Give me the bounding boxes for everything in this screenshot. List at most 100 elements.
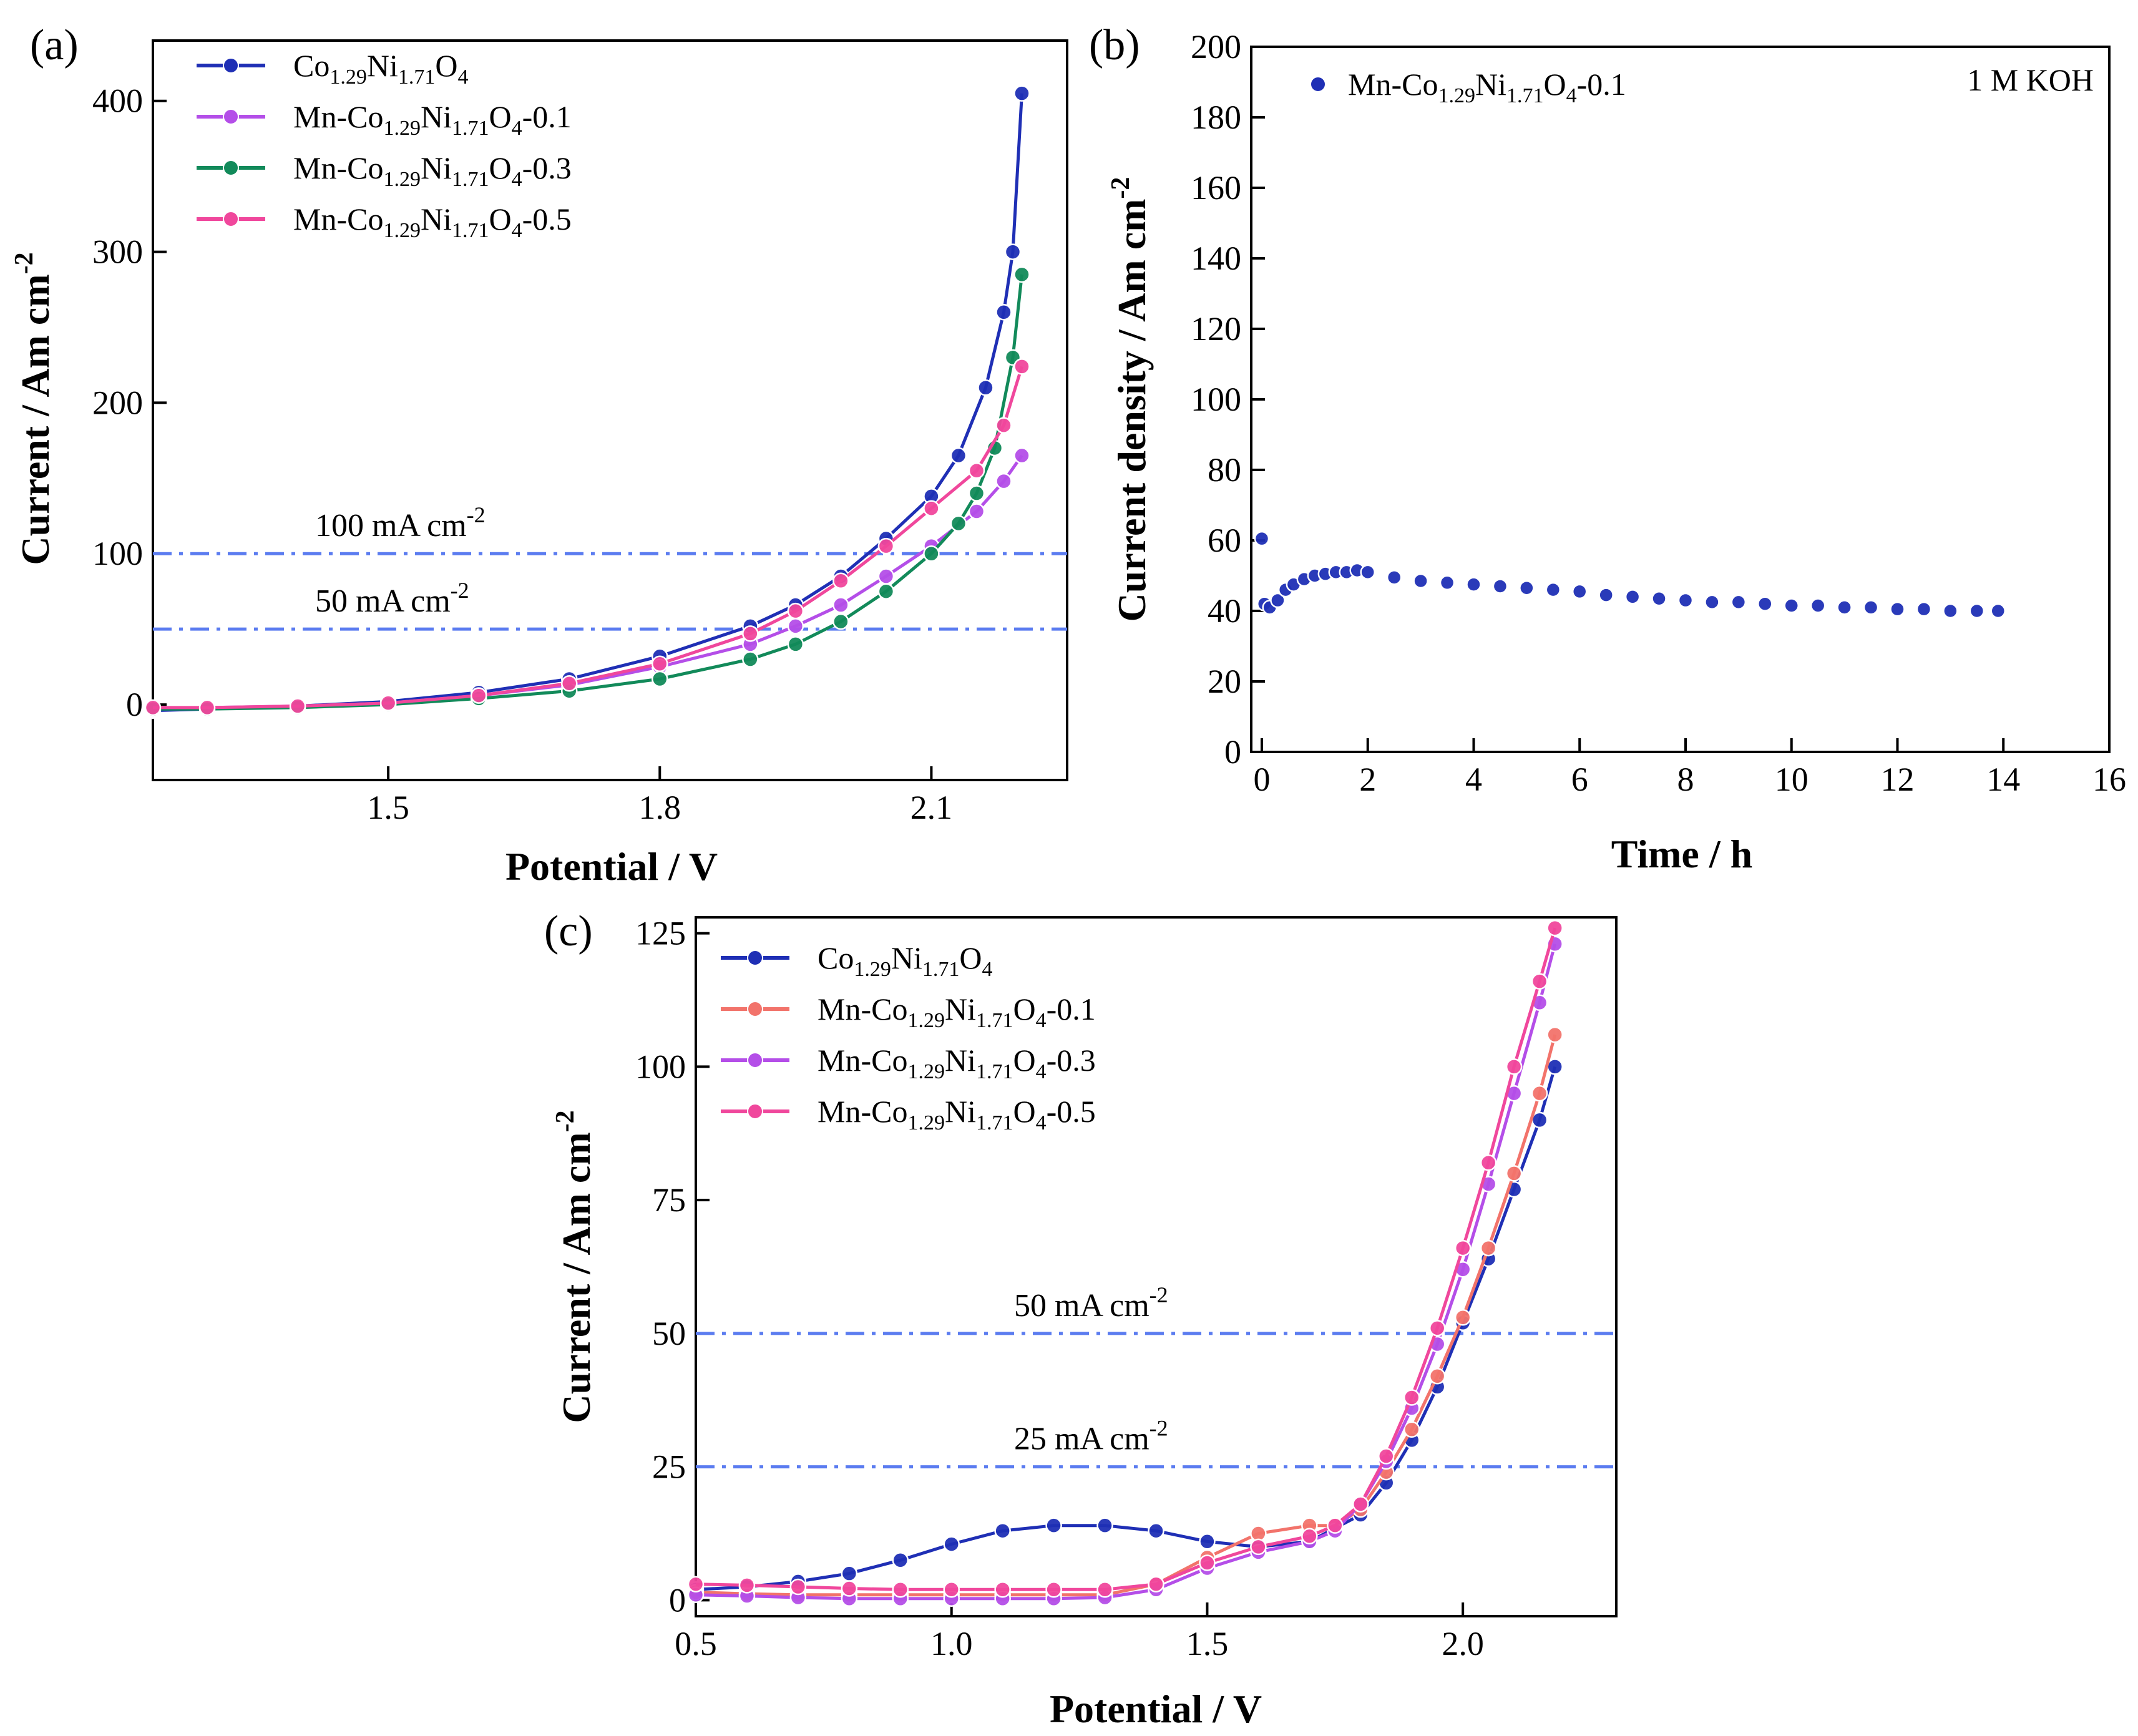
data-point (943, 1536, 960, 1553)
legend-base: Co (293, 48, 329, 83)
reference-line-label-sup: -2 (1150, 1282, 1168, 1307)
legend-subscript: 1.29 (383, 168, 421, 191)
data-point (687, 1576, 705, 1592)
data-point (877, 537, 895, 555)
data-point (1199, 1533, 1216, 1550)
legend-subscript: 4 (1036, 1060, 1047, 1083)
legend-suffix: -0.5 (1047, 1094, 1096, 1129)
data-point (1013, 85, 1030, 102)
legend-base: Mn-Co (818, 1094, 907, 1129)
data-point (1492, 578, 1508, 594)
data-point (1990, 603, 2006, 619)
legend-element: O (489, 150, 511, 185)
legend-label: Mn-Co1.29Ni1.71O4-0.5 (293, 202, 572, 242)
data-point (1546, 919, 1563, 937)
legend-label: Co1.29Ni1.71O4 (818, 940, 992, 981)
data-point (995, 304, 1012, 321)
data-point (1352, 1496, 1369, 1513)
data-point (144, 699, 162, 716)
legend-marker (747, 1001, 763, 1017)
reference-line-label-sup: -2 (467, 502, 486, 527)
legend-marker (747, 1103, 763, 1119)
legend-element: Ni (421, 99, 452, 134)
data-point (1413, 573, 1428, 589)
data-point (1651, 590, 1667, 607)
y-tick-label: 60 (1208, 522, 1241, 559)
y-tick-label: 125 (635, 915, 686, 952)
data-point (1270, 592, 1286, 608)
data-point (1624, 589, 1641, 605)
data-point (1096, 1517, 1113, 1534)
x-tick-label: 2.1 (910, 789, 953, 826)
legend-suffix: -0.3 (1047, 1043, 1096, 1078)
plot-frame (1250, 46, 2111, 753)
legend-marker (747, 950, 763, 966)
legend-subscript: 4 (457, 66, 468, 89)
legend-subscript: 1.29 (383, 219, 421, 242)
legend-element: O (1013, 1094, 1035, 1129)
data-point (652, 670, 668, 688)
legend-subscript: 4 (1566, 84, 1577, 107)
data-point (1403, 1389, 1420, 1406)
series-3 (687, 919, 1563, 1598)
legend-subscript: 1.29 (854, 958, 891, 981)
y-tick-label: 180 (1191, 99, 1241, 136)
data-point (1386, 570, 1402, 585)
legend-element: O (959, 940, 982, 975)
data-point (1254, 530, 1270, 547)
data-point (994, 1522, 1011, 1539)
legend-subscript: 1.71 (976, 1111, 1013, 1134)
legend-label: Mn-Co1.29Ni1.71O4-0.5 (818, 1094, 1096, 1134)
data-point (470, 687, 487, 704)
reference-line-label-text: 50 mA cm (1014, 1288, 1150, 1324)
data-point (950, 447, 967, 464)
y-tick-label: 100 (1191, 381, 1241, 418)
legend-label: Mn-Co1.29Ni1.71O4-0.1 (1348, 67, 1626, 107)
data-point (1505, 1165, 1523, 1182)
y-tick-label: 160 (1191, 169, 1241, 207)
data-point (1505, 1058, 1523, 1075)
series-line (695, 1066, 1557, 1591)
data-point (1327, 1517, 1344, 1534)
legend-subscript: 1.71 (452, 168, 489, 191)
legend-subscript: 1.29 (329, 66, 367, 89)
legend-subscript: 1.71 (976, 1009, 1013, 1032)
reference-line-label: 50 mA cm-2 (1014, 1282, 1168, 1324)
y-axis-title-sup: -2 (1106, 177, 1135, 199)
y-tick-label: 50 (652, 1315, 686, 1352)
data-point (1531, 1085, 1548, 1102)
series-2 (687, 935, 1563, 1607)
legend-subscript: 1.71 (1506, 84, 1544, 107)
data-point (1045, 1517, 1062, 1534)
legend-element: Ni (945, 1094, 976, 1129)
series-line (152, 93, 1023, 713)
x-tick-label: 16 (2092, 761, 2126, 798)
series-line (695, 927, 1557, 1591)
data-point (738, 1577, 756, 1594)
data-point (1519, 580, 1535, 596)
plot-frame (695, 916, 1618, 1617)
legend-base: Mn-Co (818, 992, 907, 1026)
y-tick-label: 300 (92, 233, 143, 271)
data-point (832, 572, 849, 590)
data-point (1360, 564, 1375, 580)
legend-label: Mn-Co1.29Ni1.71O4-0.1 (818, 992, 1096, 1032)
x-tick-label: 12 (1880, 761, 1914, 798)
x-tick-label: 1.5 (1186, 1625, 1229, 1662)
legend-element: O (1543, 67, 1566, 102)
legend-marker (223, 160, 239, 176)
legend-subscript: 1.71 (922, 958, 960, 981)
data-point (787, 602, 804, 620)
x-tick-label: 6 (1571, 761, 1588, 798)
legend-base: Mn-Co (818, 1043, 907, 1078)
x-tick-label: 2.0 (1442, 1625, 1484, 1662)
x-axis-title: Potential / V (505, 844, 718, 889)
legend-element: Ni (891, 940, 922, 975)
data-point (1096, 1581, 1113, 1598)
data-point (1969, 603, 1985, 619)
panel-b: 0 2 4 6 8 10 12 14 16020406080100120140160180200… (1089, 21, 2126, 876)
legend-subscript: 1.71 (452, 117, 489, 140)
y-tick-label: 100 (635, 1048, 686, 1085)
annotation-electrolyte: 1 M KOH (1967, 62, 2094, 97)
legend-label: Mn-Co1.29Ni1.71O4-0.1 (293, 99, 572, 140)
